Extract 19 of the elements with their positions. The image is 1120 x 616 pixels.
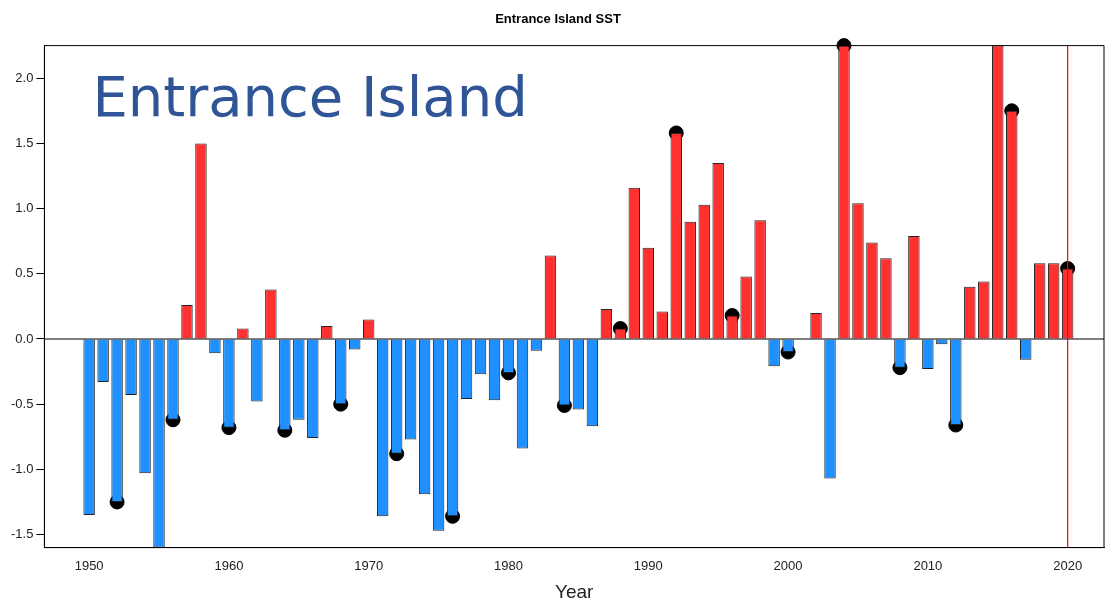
y-tick-label: -1.5 [10,526,34,542]
x-axis-title: Year [555,580,595,602]
x-tick-label: 2010 [913,557,943,573]
x-tick-label: 2000 [773,557,803,573]
y-tick-label: -1.0 [10,460,34,476]
y-tick-label: 0.0 [15,330,34,346]
chart-title: Entrance Island SST [495,11,621,27]
x-tick-label: 1980 [494,557,523,573]
y-tick-label: 0.5 [15,265,34,281]
x-tick-label: 2020 [1053,557,1083,573]
x-tick-label: 1960 [214,557,244,573]
annotation: Entrance Island [92,64,528,130]
y-tick-label: -0.5 [10,395,34,411]
x-tick-label: 1990 [633,557,663,573]
x-tick-label: 1950 [74,557,104,573]
y-tick-label: 2.0 [15,69,34,85]
y-tick-label: 1.5 [15,134,34,150]
y-tick-label: 1.0 [15,200,34,216]
x-tick-label: 1970 [354,557,384,573]
